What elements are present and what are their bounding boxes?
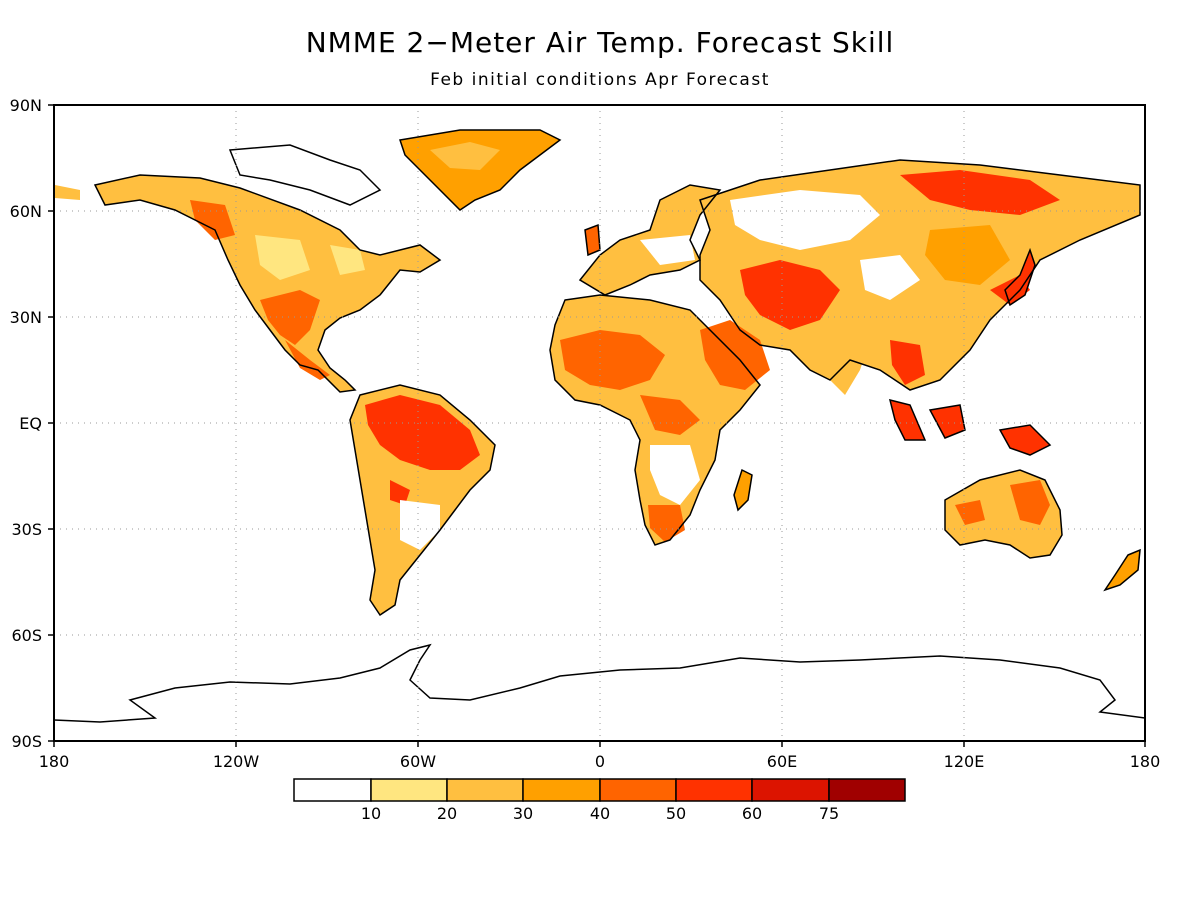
asia-low [730,190,920,300]
colorbar-box-5 [675,778,753,802]
greenland-low [430,142,500,170]
lat-label-30s: 30S [11,520,42,539]
colorbar-label-75: 75 [819,804,839,823]
colorbar-label-10: 10 [361,804,381,823]
lat-label-30n: 30N [10,308,42,327]
lat-label-90s: 90S [11,732,42,751]
lon-label-60w: 60W [400,752,436,771]
north-america-land [95,175,440,392]
lon-label-120w: 120W [213,752,260,771]
asia-mid [925,225,1010,285]
lat-label-eq: EQ [19,414,42,433]
south-america-low [400,500,440,550]
colorbar-box-2 [446,778,524,802]
lon-labels: 180 120W 60W 0 60E 120E 180 [39,752,1161,771]
japan-land [1005,250,1035,305]
colorbar-box-6 [751,778,830,802]
uk-land [585,225,600,255]
lat-label-90n: 90N [10,96,42,115]
africa-low [650,445,700,505]
asia-hot [740,170,1060,385]
canada-islands [230,145,380,205]
colorbar-box-1 [370,778,448,802]
alaska-west [55,185,80,200]
skill-field [54,105,1145,741]
africa-hot [560,330,700,435]
colorbar-label-50: 50 [666,804,686,823]
lon-label-60e: 60E [767,752,797,771]
colorbar-label-60: 60 [742,804,762,823]
lat-labels: 90N 60N 30N EQ 30S 60S 90S [10,96,42,751]
lat-label-60n: 60N [10,202,42,221]
lon-label-0: 0 [595,752,605,771]
north-america-hot [190,200,330,380]
colorbar-box-4 [599,778,677,802]
new-zealand-land [1105,550,1140,590]
india-land [810,320,870,395]
colorbar-label-30: 30 [513,804,533,823]
lon-label-180e: 180 [1130,752,1161,771]
axis-ticks [48,104,1146,747]
lat-label-60s: 60S [11,626,42,645]
colorbar-box-7 [828,778,906,802]
indonesia-land [890,400,1050,455]
lon-label-180w: 180 [39,752,70,771]
colorbar-box-3 [522,778,601,802]
europe-low [640,235,695,265]
colorbar-label-40: 40 [590,804,610,823]
australia-hot [955,480,1050,525]
south-america-hot [365,395,480,505]
grid-lines [54,105,1145,741]
colorbar-box-0 [293,778,372,802]
map-subtitle: Feb initial conditions Apr Forecast [430,70,770,90]
coastlines [54,129,1145,723]
lon-label-120e: 120E [944,752,985,771]
map-title: NMME 2−Meter Air Temp. Forecast Skill [305,26,895,59]
colorbar-label-20: 20 [437,804,457,823]
colorbar [293,778,906,802]
colorbar-labels: 10 20 30 40 50 60 75 [361,804,839,823]
north-america-low [255,235,365,280]
